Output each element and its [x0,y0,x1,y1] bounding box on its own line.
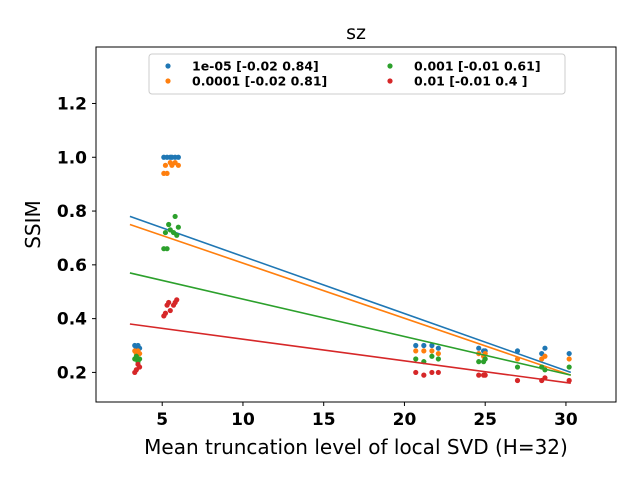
data-point [162,310,169,316]
y-tick-label: 0.2 [57,363,87,383]
chart-title: sz [346,22,366,44]
legend-label: 1e-05 [-0.02 0.84] [192,59,319,74]
series-3 [129,297,572,384]
series-0 [129,154,572,374]
data-point [566,364,572,370]
x-tick-label: 5 [156,410,168,430]
y-tick-label: 1.0 [57,148,87,168]
series-2 [129,213,572,376]
data-point [566,350,572,357]
y-tick-label: 0.6 [57,256,87,276]
x-tick-label: 15 [312,410,336,430]
legend-label: 0.0001 [-0.02 0.81] [192,74,327,89]
legend-marker [387,63,393,69]
data-point [429,342,435,349]
data-point [429,348,435,354]
x-tick-label: 25 [473,410,497,430]
data-point [435,350,441,357]
data-point [421,372,427,378]
data-point [137,356,143,362]
data-point [482,372,488,378]
data-point [429,369,435,376]
data-point [162,229,169,236]
data-point [164,246,170,252]
data-point [542,345,548,351]
data-point [164,170,170,177]
legend-marker [387,78,393,84]
legend-label: 0.01 [-0.01 0.4 ] [414,74,528,89]
data-point [514,364,521,370]
data-point [167,307,173,314]
data-point [421,348,427,354]
data-point [137,364,143,370]
y-axis-label: SSIM [21,200,45,249]
data-point [421,342,427,349]
x-tick-label: 10 [231,410,255,430]
data-point [514,348,521,354]
data-point [174,232,180,238]
fit-line [129,272,571,376]
legend-marker [165,63,171,69]
plot-area [129,154,572,384]
data-point [413,356,419,362]
fit-line [129,323,571,384]
data-point [482,356,488,362]
data-point [175,224,181,230]
legend-label: 0.001 [-0.01 0.61] [414,59,541,74]
data-point [413,342,419,349]
data-point [476,359,482,365]
data-point [542,353,548,359]
y-tick-label: 1.2 [57,94,87,114]
data-point [166,299,172,306]
x-tick-label: 30 [554,410,578,430]
data-point [175,154,181,160]
data-point [514,377,521,384]
y-tick-label: 0.8 [57,202,87,222]
data-point [413,369,419,376]
data-point [476,345,482,351]
x-tick-label: 20 [393,410,417,430]
data-point [435,356,441,362]
data-point [174,297,180,303]
data-point [435,345,441,351]
data-point [172,213,178,220]
data-point [413,348,419,354]
data-point [566,356,572,362]
legend-box [148,53,566,95]
data-point [476,372,482,378]
plot-frame [95,46,617,403]
data-point [166,221,172,228]
axis-ticks: 5 10 15 20 25 30 0.2 0.4 0.6 0.8 1.0 1.2 [57,94,578,430]
y-tick-label: 0.4 [57,310,87,330]
fit-line [129,223,572,376]
data-point [162,162,169,168]
data-point [175,162,181,168]
series-1 [129,160,572,376]
data-point [429,353,435,359]
legend: 1e-05 [-0.02 0.84]0.0001 [-0.02 0.81] 0.0… [148,53,566,95]
legend-marker [165,78,171,84]
data-point [435,369,441,376]
fit-line [129,215,572,374]
x-axis-label: Mean truncation level of local SVD (H=32… [144,435,568,459]
data-point [566,377,572,384]
